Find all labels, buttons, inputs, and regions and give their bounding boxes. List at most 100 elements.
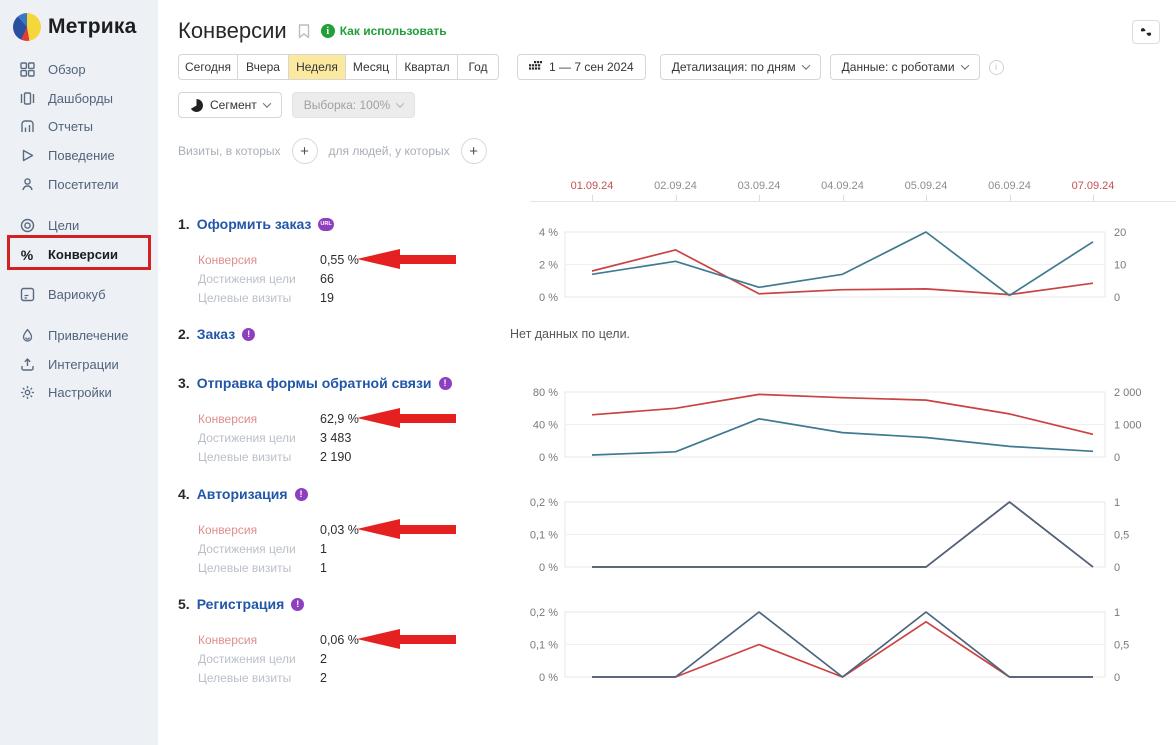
svg-text:4 %: 4 % [539, 227, 558, 239]
svg-text:40 %: 40 % [533, 420, 558, 432]
period-toolbar: Сегодня Вчера Неделя Месяц Квартал Год 1… [178, 54, 1004, 80]
sidebar-item-settings[interactable]: Настройки [0, 378, 158, 407]
target-visits-label: Целевые визиты [198, 290, 292, 305]
sidebar-item-reports[interactable]: Отчеты [0, 112, 158, 141]
sidebar-item-label: Посетители [48, 177, 119, 192]
chevron-down-icon [395, 99, 405, 108]
goal-link[interactable]: Оформить заказ [196, 216, 312, 232]
sidebar-item-behavior[interactable]: Поведение [0, 141, 158, 170]
conversion-value: 0,06 % [320, 632, 359, 647]
chevron-down-icon [801, 61, 810, 70]
svg-text:0,5: 0,5 [1114, 640, 1129, 652]
metric-row: Достижения цели 1 [198, 539, 438, 558]
date-range-button[interactable]: 1 — 7 сен 2024 [517, 54, 646, 80]
metric-row: Целевые визиты 2 190 [198, 447, 438, 466]
date-tick-label: 05.09.24 [904, 180, 948, 192]
sidebar-item-dashboards[interactable]: Дашборды [0, 84, 158, 113]
tab-week[interactable]: Неделя [288, 54, 346, 80]
sidebar-item-variocube[interactable]: Вариокуб [0, 280, 158, 309]
goal-link[interactable]: Авторизация [196, 486, 288, 502]
goal-5-metrics: Конверсия 0,06 % Достижения цели 2 Целев… [198, 630, 438, 687]
sidebar-item-integrations[interactable]: Интеграции [0, 350, 158, 379]
arrow-head [357, 408, 400, 428]
add-visit-condition-button[interactable]: + [291, 138, 318, 164]
tab-today[interactable]: Сегодня [178, 54, 238, 80]
axis-tick [759, 195, 760, 201]
visits-filter-label: Визиты, в которых [178, 144, 281, 158]
robots-info-icon[interactable]: i [988, 59, 1004, 75]
svg-text:1: 1 [1114, 607, 1120, 619]
arrow-tail [400, 634, 456, 644]
metric-row: Целевые визиты 19 [198, 288, 438, 307]
page-header: Конверсии i Как использовать [178, 18, 447, 44]
sidebar-item-overview[interactable]: Обзор [0, 55, 158, 84]
tab-yesterday[interactable]: Вчера [237, 54, 289, 80]
bookmark-icon[interactable] [298, 23, 310, 39]
sidebar: Метрика Обзор Дашборды Отчеты Поведение [0, 0, 158, 745]
integrations-icon [19, 357, 35, 373]
goal-link[interactable]: Отправка формы обратной связи [196, 375, 432, 391]
goal-number: 2. [178, 326, 190, 342]
date-tick-label: 01.09.24 [570, 180, 614, 192]
svg-text:0: 0 [1114, 562, 1120, 574]
axis-tick [842, 195, 844, 201]
arrow-tail [400, 524, 456, 534]
app-logo[interactable]: Метрика [13, 13, 137, 41]
svg-text:0 %: 0 % [539, 562, 558, 574]
sidebar-item-label: Цели [48, 218, 80, 233]
goal-1-metrics: Конверсия 0,55 % Достижения цели 66 Целе… [198, 250, 438, 307]
sampling-label: Выборка: 100% [303, 98, 391, 112]
goal-type-url-badge: URL [318, 217, 334, 231]
metric-row: Конверсия 0,06 % [198, 630, 438, 649]
sidebar-item-goals[interactable]: Цели [0, 211, 158, 240]
gear-icon [19, 385, 35, 401]
tab-quarter[interactable]: Квартал [396, 54, 458, 80]
goal-5-chart: 0,2 % 0,1 % 0 % 1 0,5 0 [530, 607, 1129, 684]
sidebar-item-label: Вариокуб [48, 287, 106, 302]
achievements-value: 1 [320, 541, 327, 556]
goal-link[interactable]: Регистрация [196, 596, 285, 612]
goal-link[interactable]: Заказ [196, 326, 236, 342]
date-tick-label: 07.09.24 [1071, 180, 1115, 192]
svg-text:1: 1 [1114, 497, 1120, 509]
dates-axis: 01.09.24 02.09.24 03.09.24 04.09.24 05.0… [530, 176, 1176, 202]
arrow-tail [400, 254, 456, 264]
people-filter-label: для людей, у которых [328, 144, 450, 158]
sidebar-item-label: Привлечение [48, 328, 129, 343]
date-tick-label: 03.09.24 [737, 180, 781, 192]
segment-dropdown[interactable]: Сегмент [178, 92, 282, 118]
segment-label: Сегмент [210, 98, 257, 112]
play-icon [19, 148, 35, 164]
svg-text:2 000: 2 000 [1114, 387, 1142, 399]
axis-tick [592, 195, 593, 201]
goal-type-event-badge: ! [242, 327, 256, 341]
grid-icon [19, 62, 35, 78]
date-tick-label: 02.09.24 [654, 180, 697, 192]
tab-month[interactable]: Месяц [345, 54, 397, 80]
presentation-mode-button[interactable] [1132, 20, 1160, 44]
svg-text:10: 10 [1114, 260, 1126, 272]
sidebar-item-visitors[interactable]: Посетители [0, 170, 158, 199]
svg-text:0,5: 0,5 [1114, 530, 1129, 542]
detalization-dropdown[interactable]: Детализация: по дням [659, 54, 821, 80]
info-icon: i [320, 24, 335, 38]
target-visits-value: 19 [320, 290, 334, 305]
sampling-dropdown[interactable]: Выборка: 100% [291, 92, 416, 118]
sidebar-item-acquisition[interactable]: Привлечение [0, 321, 158, 350]
detalization-label: Детализация: по дням [671, 60, 796, 74]
tab-year[interactable]: Год [457, 54, 499, 80]
svg-text:0: 0 [1114, 292, 1120, 304]
date-tick-label: 04.09.24 [821, 180, 864, 192]
how-to-use-link[interactable]: i Как использовать [320, 24, 447, 38]
data-mode-dropdown[interactable]: Данные: с роботами [829, 54, 980, 80]
target-visits-value: 1 [320, 560, 327, 575]
svg-text:1 000: 1 000 [1114, 420, 1142, 432]
date-tick-label: 06.09.24 [988, 180, 1031, 192]
sidebar-item-label: Интеграции [48, 357, 119, 372]
goal-1-chart: 4 % 2 % 0 % 20 10 0 [539, 227, 1126, 304]
svg-text:0,1 %: 0,1 % [530, 530, 558, 542]
sidebar-item-conversions[interactable]: % Конверсии [0, 240, 158, 269]
target-icon [19, 218, 35, 234]
add-people-condition-button[interactable]: + [460, 138, 487, 164]
